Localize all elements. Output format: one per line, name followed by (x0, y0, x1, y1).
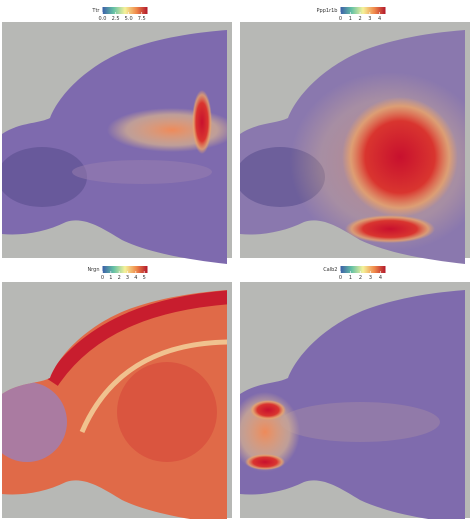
legend-title: Nrgn (87, 267, 99, 273)
colorbar-tick-label: 5 (143, 275, 146, 281)
colorbar-tick-label: 4 (379, 275, 382, 281)
legend-title: Ttr (91, 8, 100, 14)
colorbar-tick-label: 2 (358, 16, 361, 22)
colorbar (102, 7, 148, 14)
panel-ppp1r1b (240, 22, 470, 264)
colorbar-tick-label: 3 (368, 16, 371, 22)
colorbar-tick-label: 0 (339, 275, 342, 281)
colorbar (340, 266, 386, 273)
colorbar-tick-label: 4 (378, 16, 381, 22)
colorbar-tick-label: 0.0 (99, 16, 107, 22)
legend-title: Calb2 (323, 267, 337, 273)
colorbar-tick-label: 2 (359, 275, 362, 281)
panel-ttr (2, 22, 232, 264)
colorbar-tick-label: 0 (101, 275, 104, 281)
colorbar-tick-label: 4 (134, 275, 137, 281)
colorbar-tick-label: 2.5 (112, 16, 120, 22)
colorbar (340, 7, 386, 14)
colorbar-tick-label: 1 (109, 275, 112, 281)
colorbar-tick-label: 0 (339, 16, 342, 22)
colorbar-tick-label: 7.5 (138, 16, 146, 22)
colorbar-tick-label: 1 (349, 16, 352, 22)
legend-title: Ppp1r1b (317, 8, 338, 14)
colorbar (102, 266, 148, 273)
colorbar-tick-label: 3 (126, 275, 129, 281)
panel-nrgn (2, 282, 232, 523)
colorbar-tick-label: 2 (118, 275, 121, 281)
colorbar-tick-label: 5.0 (125, 16, 133, 22)
panel-calb2 (240, 282, 470, 523)
colorbar-tick-label: 1 (349, 275, 352, 281)
colorbar-tick-label: 3 (369, 275, 372, 281)
